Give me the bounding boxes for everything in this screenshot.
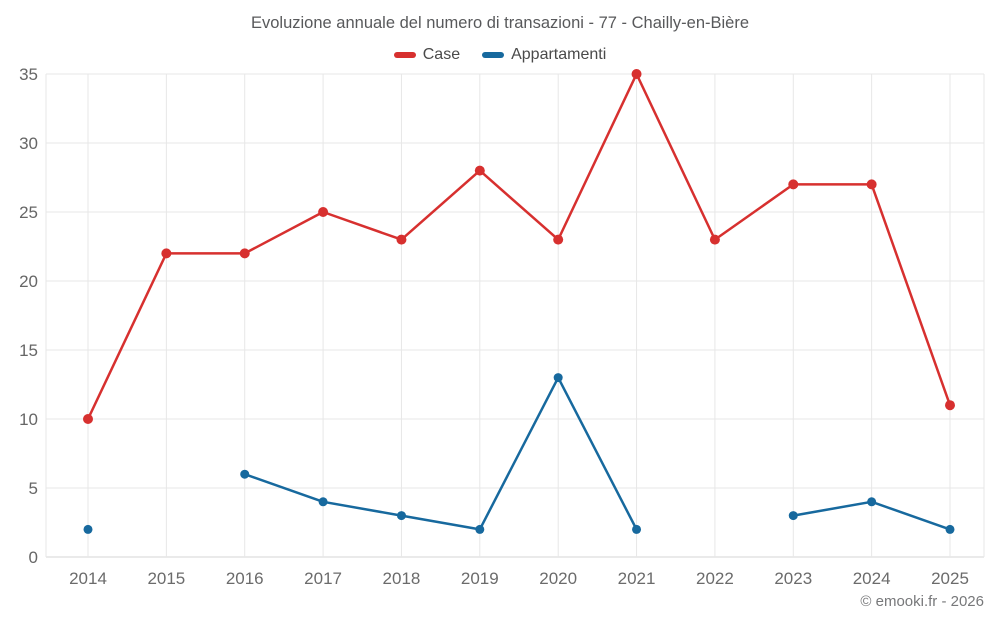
legend-item-appartamenti[interactable]: Appartamenti xyxy=(482,46,606,64)
legend-label: Case xyxy=(422,46,461,63)
x-axis-tick-label: 2016 xyxy=(226,569,264,588)
y-axis-tick-label: 15 xyxy=(19,341,38,360)
x-axis-tick-label: 2022 xyxy=(696,569,734,588)
appartamenti-point-2016[interactable] xyxy=(240,469,250,479)
legend-label: Appartamenti xyxy=(511,46,607,63)
case-point-2015[interactable] xyxy=(161,248,172,259)
x-axis-tick-label: 2018 xyxy=(383,569,421,588)
appartamenti-point-2021[interactable] xyxy=(632,524,642,534)
y-axis-tick-label: 30 xyxy=(19,134,38,153)
case-point-2021[interactable] xyxy=(631,69,642,79)
appartamenti-point-2023[interactable] xyxy=(788,511,798,521)
x-axis-tick-label: 2014 xyxy=(69,569,107,588)
appartamenti-point-2014[interactable] xyxy=(83,524,93,534)
appartamenti-point-2017[interactable] xyxy=(318,497,328,507)
case-point-2016[interactable] xyxy=(239,248,250,259)
x-axis-tick-label: 2015 xyxy=(147,569,185,588)
chart-legend: Case Appartamenti xyxy=(0,46,1000,64)
appartamenti-point-2020[interactable] xyxy=(553,373,563,383)
copyright-attribution: © emooki.fr - 2026 xyxy=(860,593,984,610)
appartamenti-point-2018[interactable] xyxy=(396,511,406,521)
case-point-2014[interactable] xyxy=(83,414,93,424)
x-axis-tick-label: 2024 xyxy=(853,569,891,588)
x-axis-tick-label: 2023 xyxy=(774,569,812,588)
case-line xyxy=(86,72,952,421)
legend-swatch-icon xyxy=(482,52,505,58)
appartamenti-line xyxy=(243,376,638,531)
appartamenti-point-2025[interactable] xyxy=(945,524,955,534)
x-axis-tick-label: 2021 xyxy=(618,569,656,588)
case-point-2024[interactable] xyxy=(866,179,877,190)
x-axis-tick-label: 2017 xyxy=(304,569,342,588)
y-axis-tick-label: 0 xyxy=(29,548,38,567)
appartamenti-point-2024[interactable] xyxy=(867,497,877,507)
legend-swatch-icon xyxy=(393,52,416,58)
case-point-2017[interactable] xyxy=(318,207,329,217)
case-point-2019[interactable] xyxy=(474,165,485,176)
y-axis-tick-label: 10 xyxy=(19,410,38,429)
case-point-2020[interactable] xyxy=(553,234,564,245)
y-axis-tick-label: 35 xyxy=(19,65,38,84)
legend-item-case[interactable]: Case xyxy=(393,46,461,64)
x-axis-tick-label: 2019 xyxy=(461,569,499,588)
y-axis-tick-label: 25 xyxy=(19,203,38,222)
y-axis-tick-label: 5 xyxy=(29,479,38,498)
case-point-2022[interactable] xyxy=(709,234,720,245)
chart-title: Evoluzione annuale del numero di transaz… xyxy=(250,14,750,32)
case-point-2025[interactable] xyxy=(945,400,955,411)
x-axis-tick-label: 2025 xyxy=(931,569,969,588)
case-point-2023[interactable] xyxy=(788,179,799,190)
case-point-2018[interactable] xyxy=(396,234,407,245)
appartamenti-point-2019[interactable] xyxy=(475,524,485,534)
y-axis-tick-label: 20 xyxy=(19,272,38,291)
x-axis-tick-label: 2020 xyxy=(539,569,577,588)
